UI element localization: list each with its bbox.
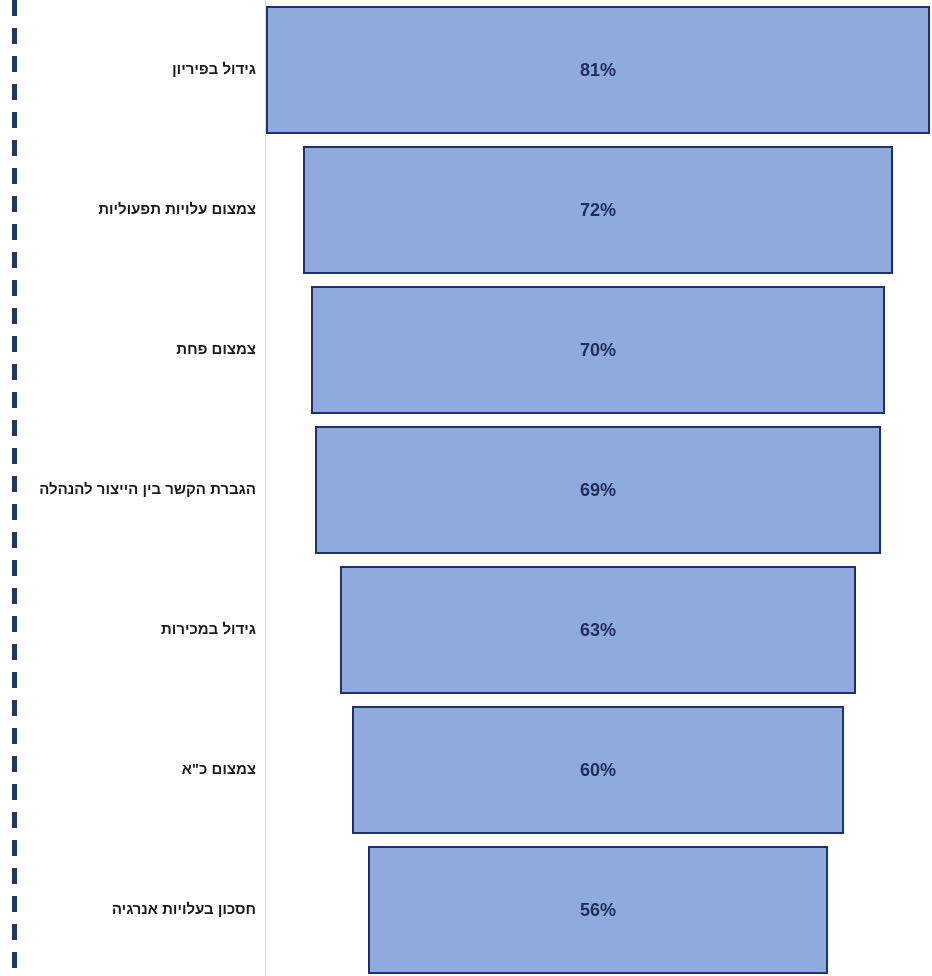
bar-value-label: 56% — [579, 899, 616, 920]
bar-value-label: 81% — [579, 59, 617, 80]
bar-value-label: 72% — [579, 199, 616, 220]
bar-value-label: 70% — [579, 339, 616, 360]
bar-value-label: 63% — [579, 619, 616, 640]
funnel-bar: 81% — [266, 6, 930, 134]
category-label: צמצום עלויות תפעוליות — [98, 201, 256, 218]
category-label: צמצום פחת — [176, 341, 256, 358]
funnel-bar: 60% — [352, 706, 844, 834]
category-label: חסכון בעלויות אנרגיה — [111, 901, 256, 918]
bar-value-label: 60% — [579, 759, 616, 780]
category-label: גידול במכירות — [161, 621, 256, 638]
category-label: גידול בפיריון — [172, 61, 256, 78]
category-label: צמצום כ"א — [181, 761, 256, 778]
funnel-bar: 69% — [315, 426, 881, 554]
category-label: הגברת הקשר בין הייצור להנהלה — [39, 481, 256, 498]
dashed-divider-line — [12, 0, 17, 976]
funnel-bar: 56% — [368, 846, 828, 974]
funnel-bar: 63% — [339, 566, 857, 694]
funnel-bar: 72% — [302, 146, 894, 274]
funnel-bar: 70% — [311, 286, 885, 414]
category-axis-line — [265, 0, 266, 976]
bar-value-label: 69% — [579, 479, 616, 500]
